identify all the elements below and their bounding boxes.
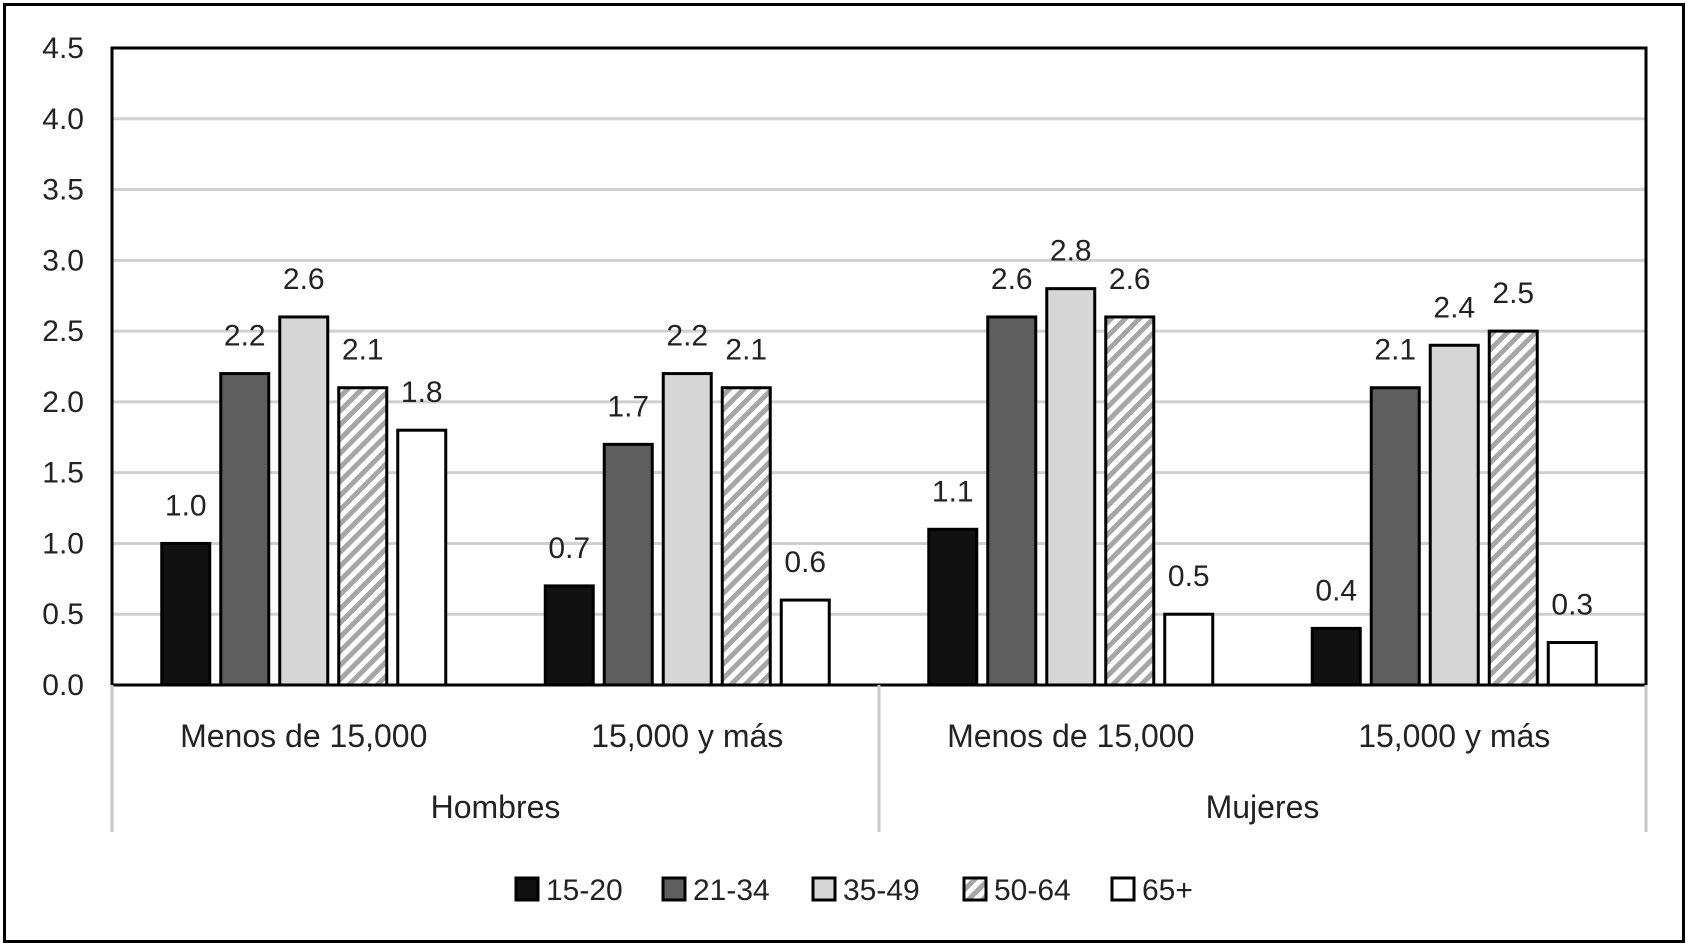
- legend-label: 50-64: [994, 874, 1071, 907]
- data-label: 2.2: [224, 320, 266, 353]
- data-label: 1.0: [165, 489, 207, 522]
- data-label: 2.6: [991, 263, 1033, 296]
- legend-swatch-15-20: [514, 876, 540, 902]
- data-label: 1.8: [401, 376, 443, 409]
- data-label: 2.2: [666, 320, 708, 353]
- data-label: 0.5: [1168, 560, 1210, 593]
- data-label: 2.1: [1374, 334, 1416, 367]
- data-label: 1.1: [932, 475, 974, 508]
- legend-label: 35-49: [843, 874, 920, 907]
- legend-label: 65+: [1142, 874, 1193, 907]
- legend-label: 21-34: [693, 874, 770, 907]
- bar-50-64-1: [720, 386, 772, 687]
- bar-35-49-1: [661, 372, 713, 687]
- bar-21-34-1: [602, 442, 654, 687]
- bar-15-20-3: [1310, 626, 1362, 687]
- y-tick-label: 4.5: [42, 32, 84, 65]
- bar-65+-1: [779, 598, 831, 687]
- x-group-label: Hombres: [431, 789, 561, 825]
- x-category-label: 15,000 y más: [591, 718, 783, 754]
- data-label: 2.6: [1109, 263, 1151, 296]
- chart-frame: 1.0 0.7 1.1 0.4 2.2 1.7 2.6 2.1 2.6 2.2 2.8 2.4 2.1 2…: [3, 3, 1685, 943]
- data-label: 1.7: [607, 390, 649, 423]
- x-group-label: Mujeres: [1206, 789, 1320, 825]
- x-category-label: Menos de 15,000: [947, 718, 1194, 754]
- x-category-label: 15,000 y más: [1358, 718, 1550, 754]
- data-label: 2.1: [342, 334, 384, 367]
- legend-swatch-35-49: [811, 876, 837, 902]
- y-tick-label: 1.5: [42, 457, 84, 490]
- legend-swatch-21-34: [661, 876, 687, 902]
- y-tick-label: 0.0: [42, 669, 84, 702]
- legend-label: 15-20: [546, 874, 623, 907]
- data-label: 2.1: [725, 334, 767, 367]
- y-tick-label: 0.5: [42, 598, 84, 631]
- data-label: 2.5: [1492, 277, 1534, 310]
- bar-50-64-0: [337, 386, 389, 687]
- bar-50-64-3: [1487, 329, 1539, 687]
- legend-swatch-65+: [1110, 876, 1136, 902]
- y-tick-label: 4.0: [42, 103, 84, 136]
- y-tick-label: 1.0: [42, 527, 84, 560]
- bar-35-49-3: [1428, 343, 1480, 687]
- bar-50-64-2: [1104, 315, 1156, 687]
- y-tick-label: 2.0: [42, 386, 84, 419]
- bar-65+-3: [1546, 641, 1598, 687]
- data-label: 0.3: [1551, 589, 1593, 622]
- y-tick-label: 2.5: [42, 315, 84, 348]
- data-label: 2.8: [1050, 235, 1092, 268]
- bar-21-34-2: [986, 315, 1038, 687]
- data-label: 0.4: [1315, 574, 1357, 607]
- data-label: 0.7: [548, 532, 590, 565]
- bar-15-20-2: [927, 527, 979, 687]
- bar-65+-0: [396, 428, 448, 687]
- legend-swatch-50-64: [962, 876, 988, 902]
- x-category-label: Menos de 15,000: [180, 718, 427, 754]
- bar-21-34-3: [1369, 386, 1421, 687]
- data-label: 2.4: [1433, 291, 1475, 324]
- bar-15-20-0: [160, 541, 212, 687]
- data-label: 0.6: [784, 546, 826, 579]
- bar-chart: 1.0 0.7 1.1 0.4 2.2 1.7 2.6 2.1 2.6 2.2 2.8 2.4 2.1 2…: [42, 32, 1648, 907]
- bar-35-49-0: [278, 315, 330, 687]
- y-tick-label: 3.0: [42, 244, 84, 277]
- bar-35-49-2: [1045, 287, 1097, 687]
- y-tick-label: 3.5: [42, 174, 84, 207]
- bar-15-20-1: [543, 584, 595, 687]
- bar-65+-2: [1163, 612, 1215, 687]
- data-label: 2.6: [283, 263, 325, 296]
- bar-21-34-0: [219, 372, 271, 687]
